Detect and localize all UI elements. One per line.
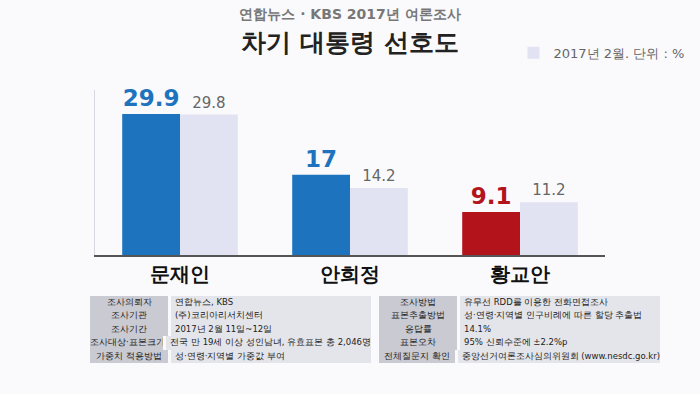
svg-text:안희정: 안희정 [320,262,380,286]
svg-text:황교안: 황교안 [490,262,550,286]
html-text:조사의뢰자: 조사의뢰자 [106,297,152,307]
html-text:전체질문지 확인: 전체질문지 확인 [383,350,450,361]
html-text:가중치 적용방법: 가중치 적용방법 [96,350,162,361]
html-text:차기 대통령 선호도: 차기 대통령 선호도 [241,28,459,57]
html-text:조사대상·표본크기: 조사대상·표본크기 [90,337,165,348]
html-text:유무선 RDD를 이용한 전화면접조사: 유무선 RDD를 이용한 전화면접조사 [464,297,609,307]
html-text:95% 신뢰수준에 ±2.2%p: 95% 신뢰수준에 ±2.2%p [464,337,568,348]
svg-text:9.1: 9.1 [471,183,512,209]
svg-text:문재인: 문재인 [150,262,210,286]
html-text:조사기관: 조사기관 [111,310,147,321]
html-text:14.1%: 14.1% [464,323,491,334]
html-text:연합뉴스 · KBS 2017년 여론조사: 연합뉴스 · KBS 2017년 여론조사 [239,6,461,22]
html-text:2017년 2월 11일~12일: 2017년 2월 11일~12일 [175,323,273,334]
html-text:중앙선거여론조사심의위원회 (www.nesdc.go.kr: 중앙선거여론조사심의위원회 (www.nesdc.go.kr) [461,350,660,361]
html-text:(주)코리아리서치센터: (주)코리아리서치센터 [175,310,263,321]
svg-text:14.2: 14.2 [362,167,395,185]
html-text:조사기간: 조사기간 [111,323,147,334]
html-text:성·연령·지역별 인구비례에 따른 할당 추출법: 성·연령·지역별 인구비례에 따른 할당 추출법 [464,310,643,321]
svg-text:29.9: 29.9 [123,85,180,111]
html-text:표본추출방법: 표본추출방법 [391,310,445,321]
svg-text:11.2: 11.2 [532,181,565,199]
svg-text:17: 17 [305,146,337,172]
html-text:전국 만 19세 이상 성인남녀, 유효표본 총 2,046: 전국 만 19세 이상 성인남녀, 유효표본 총 2,046명 [170,337,371,348]
svg-text:2017년 2월. 단위 : %: 2017년 2월. 단위 : % [554,46,685,61]
html-text:응답률: 응답률 [404,323,432,334]
html-text:표본오차: 표본오차 [400,337,436,348]
html-text:조사방법: 조사방법 [400,297,436,307]
svg-text:29.8: 29.8 [192,94,225,112]
html-text:연합뉴스, KBS: 연합뉴스, KBS [175,297,234,307]
html-text:성·연령·지역별 가중값 부여: 성·연령·지역별 가중값 부여 [175,350,285,361]
